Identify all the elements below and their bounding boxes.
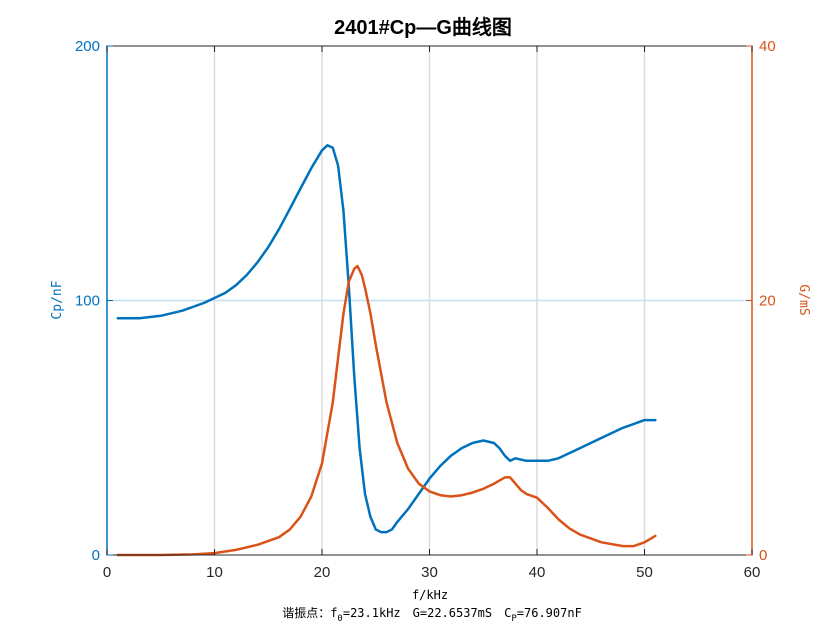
annotation-prefix: 谐振点：f: [282, 606, 337, 620]
x-tick-label-20: 20: [314, 564, 331, 581]
annotation-f-value: =23.1kHz: [343, 606, 401, 620]
y-right-tick-label-0: 0: [759, 547, 767, 564]
y-axis-left-label: Cp/nF: [50, 280, 65, 319]
annotation-c-sub: P: [511, 614, 517, 624]
series-line-left: [116, 144, 657, 534]
annotation-g: G=22.6537mS: [413, 606, 492, 620]
y-right-tick-label-40: 40: [759, 38, 776, 55]
x-axis-label: f/kHz: [412, 588, 448, 602]
series-layer: [116, 144, 657, 557]
x-tick-label-40: 40: [529, 564, 546, 581]
y-axis-right-label: G/mS: [796, 284, 811, 315]
x-tick-label-0: 0: [103, 564, 111, 581]
chart-title: 2401#Cp—G曲线图: [334, 15, 512, 39]
annotation-c-value: =76.907nF: [517, 606, 582, 620]
annotation-f-sub: 0: [337, 614, 342, 624]
x-tick-label-60: 60: [744, 564, 761, 581]
annotation-c: C: [504, 606, 511, 620]
x-tick-label-10: 10: [206, 564, 223, 581]
y-left-tick-label-0: 0: [92, 547, 100, 564]
x-tick-label-50: 50: [636, 564, 653, 581]
resonance-annotation: 谐振点：f0=23.1kHz G=22.6537mS CP=76.907nF: [282, 606, 582, 624]
y-left-tick-label-100: 100: [75, 293, 100, 310]
x-tick-label-30: 30: [421, 564, 438, 581]
series-line-right: [116, 264, 657, 557]
y-left-tick-label-200: 200: [75, 38, 100, 55]
y-right-tick-label-20: 20: [759, 293, 776, 310]
